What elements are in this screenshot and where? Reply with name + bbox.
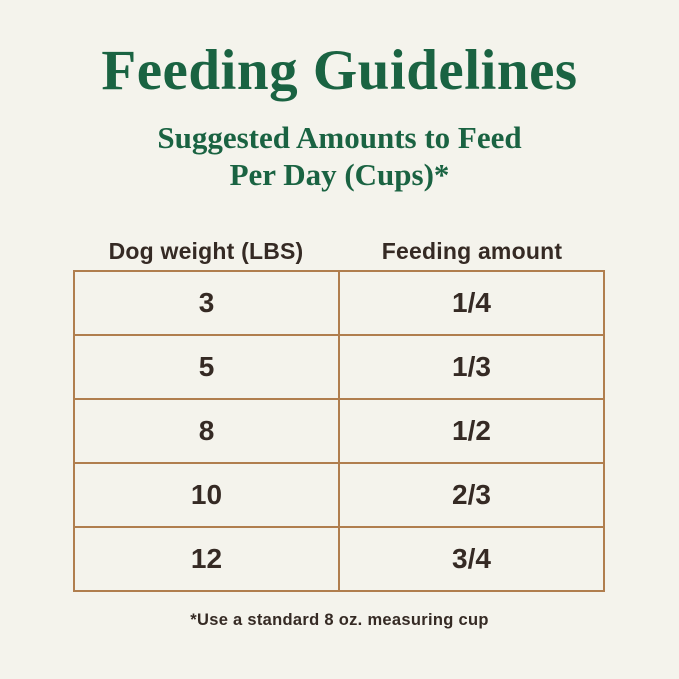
feeding-amount-cell: 3/4 xyxy=(338,526,605,592)
feeding-table: 3 1/4 5 1/3 8 1/2 10 2/3 12 3/4 xyxy=(73,270,605,592)
feeding-amount-cell: 1/2 xyxy=(338,398,605,464)
subtitle-line-2: Per Day (Cups)* xyxy=(229,157,450,192)
dog-weight-cell: 12 xyxy=(73,526,340,592)
feeding-amount-cell: 2/3 xyxy=(338,462,605,528)
table-row: 5 1/3 xyxy=(73,334,605,400)
feeding-amount-cell: 1/3 xyxy=(338,334,605,400)
subtitle-line-1: Suggested Amounts to Feed xyxy=(157,120,522,155)
dog-weight-cell: 5 xyxy=(73,334,340,400)
dog-weight-cell: 3 xyxy=(73,270,340,336)
column-header-dog-weight: Dog weight (LBS) xyxy=(108,238,304,264)
feeding-amount-cell: 1/4 xyxy=(338,270,605,336)
dog-weight-cell: 8 xyxy=(73,398,340,464)
measuring-cup-footnote: *Use a standard 8 oz. measuring cup xyxy=(190,611,489,629)
table-row: 12 3/4 xyxy=(73,526,605,592)
column-header-feeding-amount: Feeding amount xyxy=(381,238,563,264)
table-row: 3 1/4 xyxy=(73,270,605,336)
dog-weight-cell: 10 xyxy=(73,462,340,528)
table-row: 8 1/2 xyxy=(73,398,605,464)
page-title: Feeding Guidelines xyxy=(101,39,578,102)
feeding-table-body: 3 1/4 5 1/3 8 1/2 10 2/3 12 3/4 xyxy=(73,270,605,592)
table-column-headers: Dog weight (LBS) Feeding amount xyxy=(73,238,605,265)
table-row: 10 2/3 xyxy=(73,462,605,528)
page-subtitle: Suggested Amounts to Feed Per Day (Cups)… xyxy=(0,119,679,193)
